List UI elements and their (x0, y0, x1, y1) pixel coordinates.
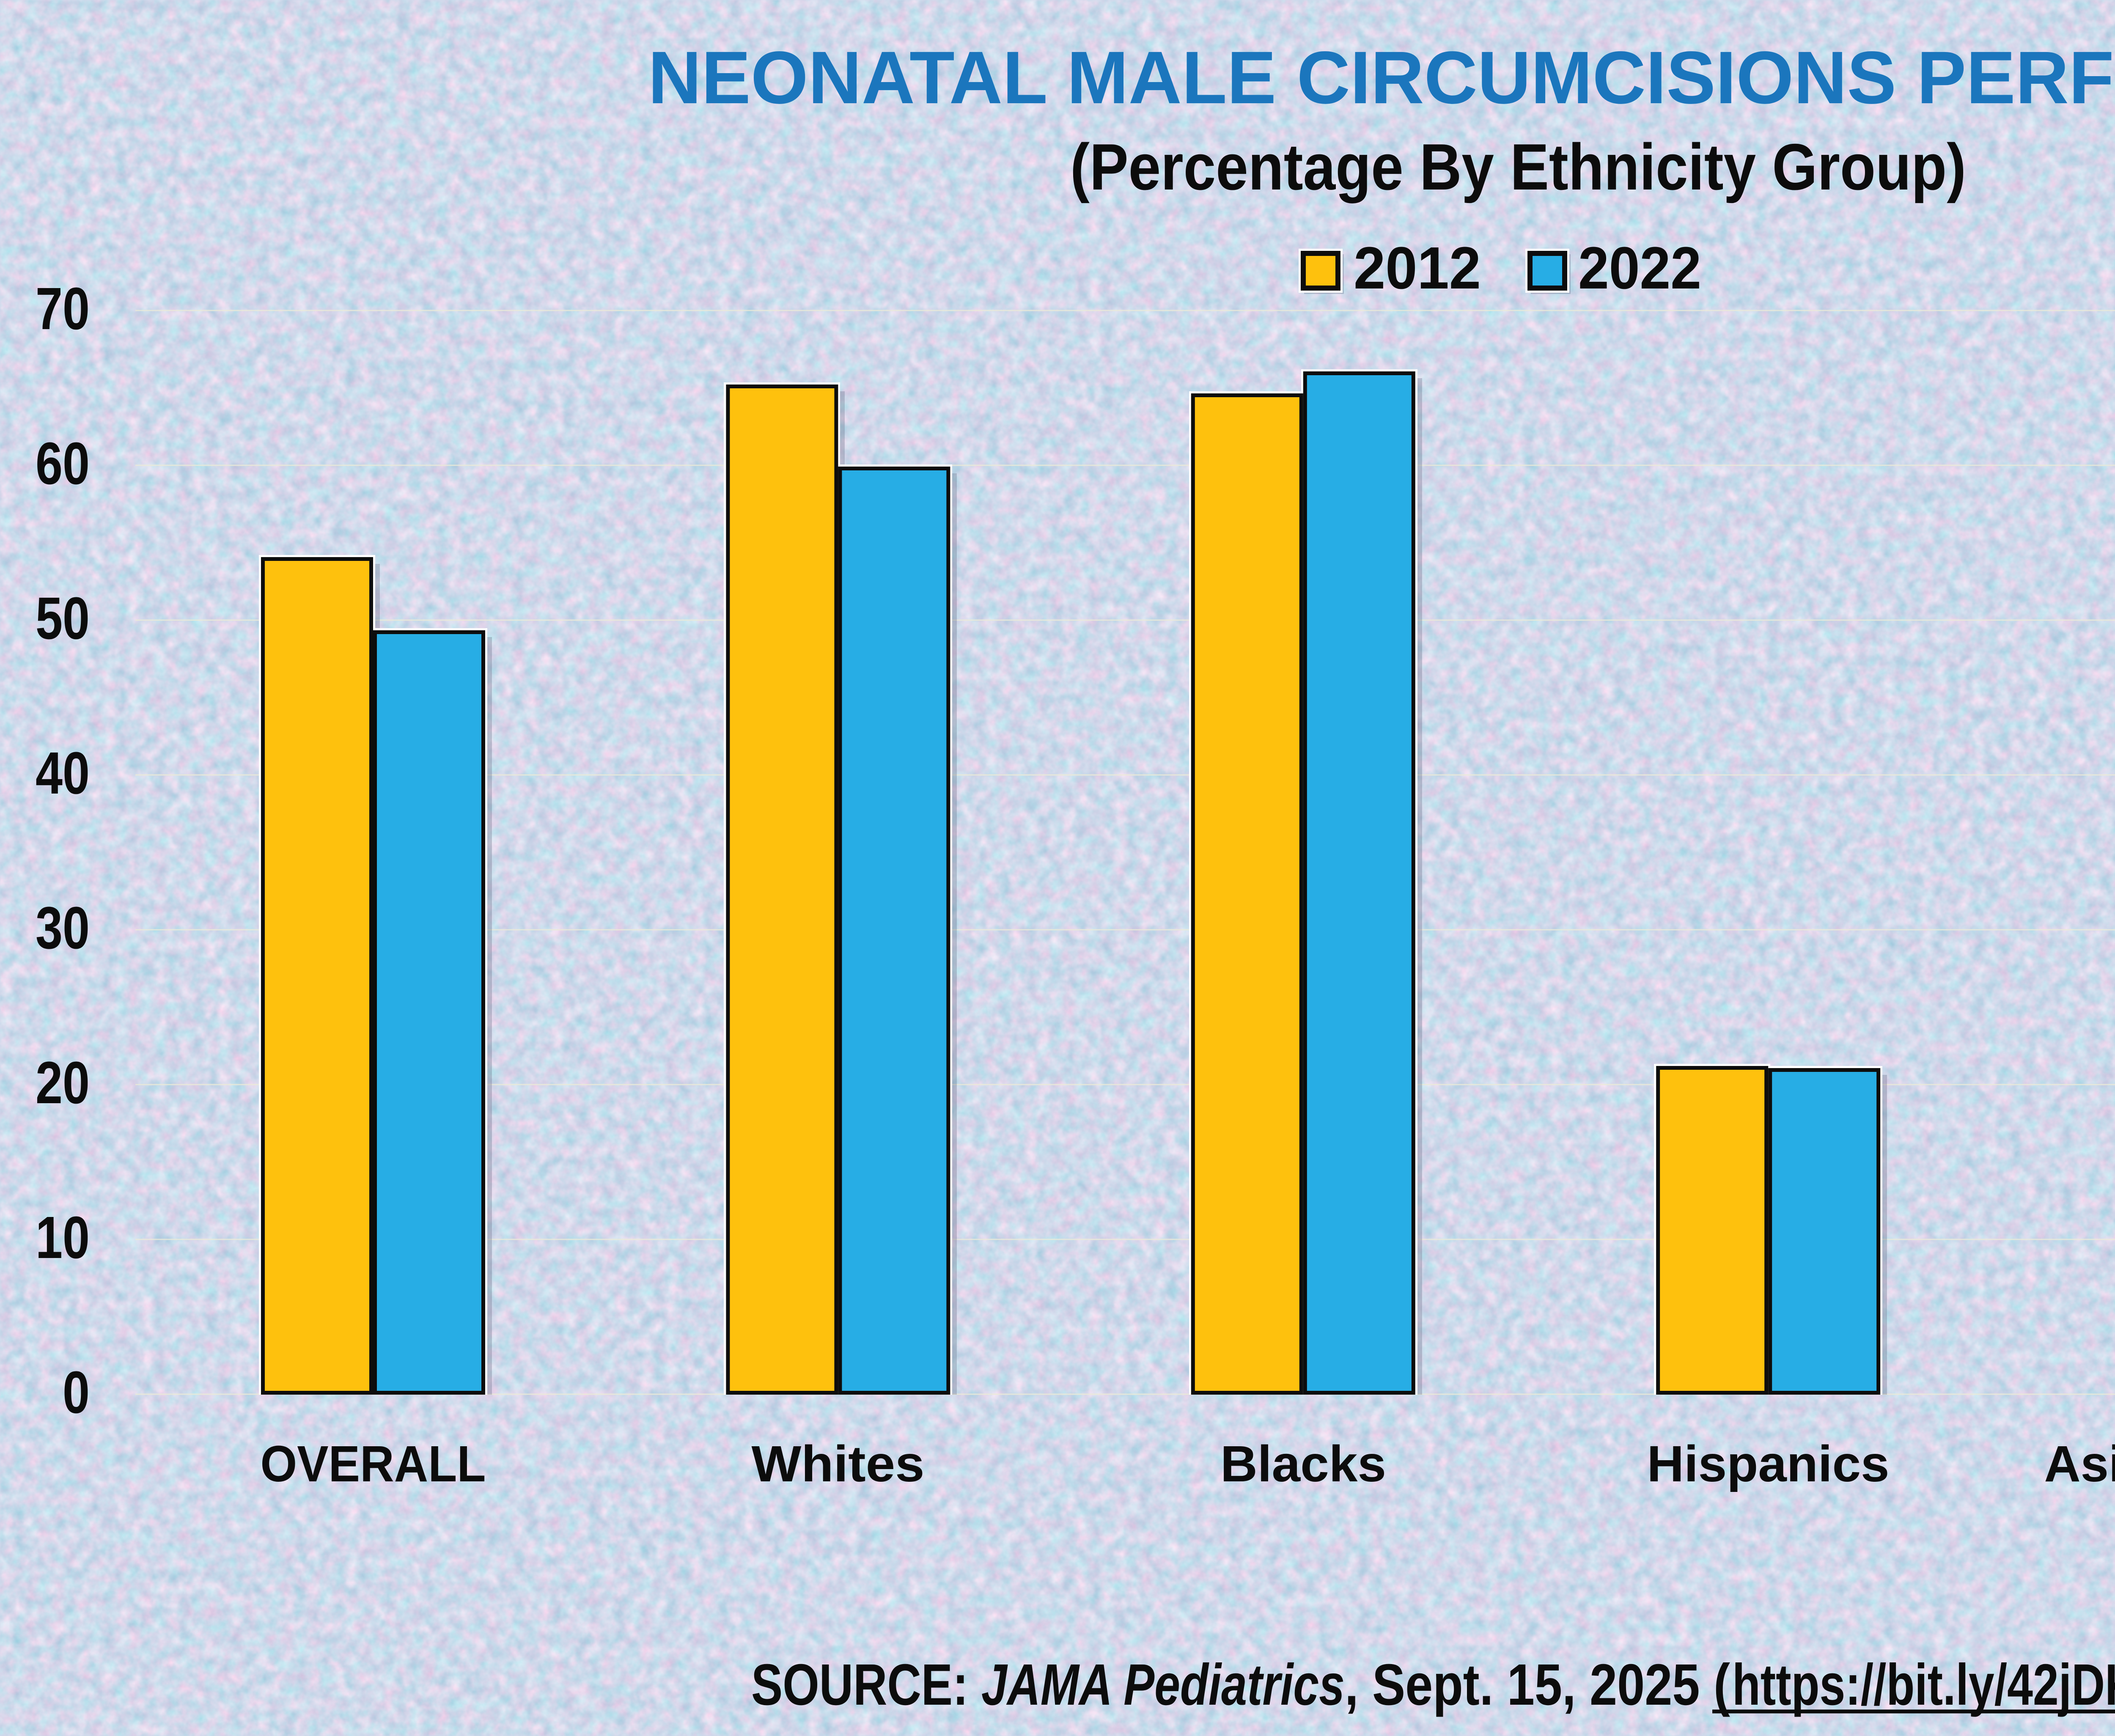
svg-text:Whites: Whites (752, 1435, 925, 1492)
svg-text:10: 10 (36, 1204, 90, 1271)
svg-text:SOURCE:: SOURCE: (751, 1652, 981, 1717)
svg-text:https://bit.ly/42jDKqQ: https://bit.ly/42jDKqQ (1732, 1652, 2115, 1717)
svg-text:OVERALL: OVERALL (261, 1435, 486, 1492)
svg-text:NEONATAL MALE CIRCUMCISIONS PE: NEONATAL MALE CIRCUMCISIONS PERFORMED (648, 36, 2115, 119)
svg-text:30: 30 (36, 894, 90, 961)
svg-text:, Sept. 15, 2025 (: , Sept. 15, 2025 ( (1345, 1652, 1730, 1717)
svg-text:20: 20 (36, 1049, 90, 1116)
svg-text:60: 60 (36, 430, 90, 497)
svg-text:Asian or Pacific: Asian or Pacific (2044, 1435, 2115, 1492)
svg-text:(Percentage By Ethnicity Group: (Percentage By Ethnicity Group) (1070, 130, 1966, 203)
svg-text:JAMA Pediatrics: JAMA Pediatrics (981, 1652, 1345, 1717)
svg-text:0: 0 (63, 1359, 90, 1426)
svg-text:Blacks: Blacks (1220, 1435, 1386, 1492)
svg-text:40: 40 (36, 739, 90, 806)
svg-text:Hispanics: Hispanics (1647, 1435, 1890, 1492)
svg-text:2012: 2012 (1354, 234, 1481, 301)
svg-text:50: 50 (36, 585, 90, 651)
svg-text:70: 70 (36, 275, 90, 342)
svg-text:2022: 2022 (1578, 234, 1701, 301)
